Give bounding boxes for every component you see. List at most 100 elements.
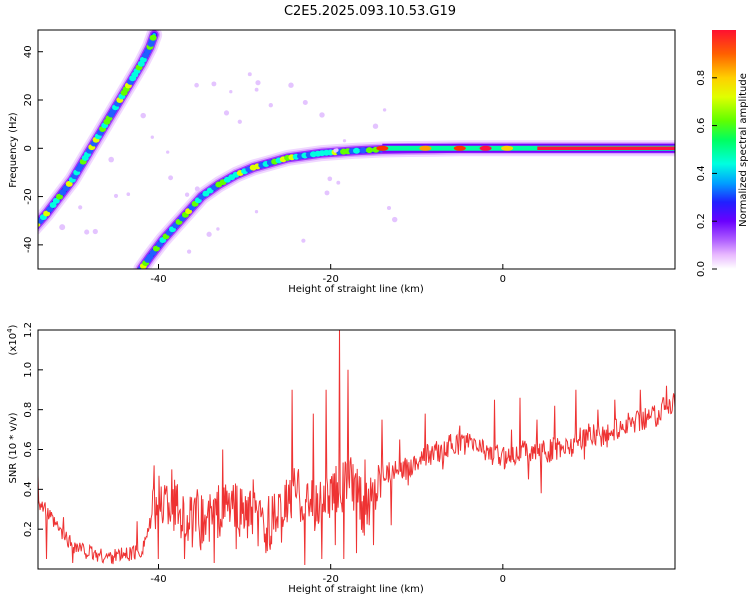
snr-y-tick-label: 1.2 (23, 322, 34, 338)
noise-speck (382, 108, 387, 112)
noise-speck (168, 175, 174, 181)
spectrogram-marks (30, 30, 675, 269)
track-steep-blob (46, 206, 54, 213)
colorbar-ticks: 0.0 0.2 0.4 0.6 0.8 (696, 70, 717, 277)
snr-multiplier: (x104) (6, 324, 19, 355)
track-curved-blob (353, 147, 360, 154)
noise-speck (108, 156, 114, 163)
snr-y-tick-label: 0.4 (23, 481, 34, 497)
spectrogram-x-tick-label: -40 (150, 274, 166, 285)
noise-speck (334, 148, 339, 152)
snr-panel: -40 -20 0 0.2 0.4 0.6 0.8 1.0 1.2 Height of str… (6, 322, 676, 595)
ridge-hotspot (453, 145, 466, 151)
colorbar-label: Normalized spectral amplitude (738, 73, 749, 227)
spectrogram-x-tick-label: -20 (323, 274, 339, 285)
noise-speck (150, 135, 154, 139)
colorbar-tick-label: 0.8 (696, 70, 707, 86)
snr-marks (38, 330, 675, 566)
noise-speck (254, 210, 259, 214)
noise-speck (336, 180, 341, 185)
noise-speck (211, 81, 217, 87)
spectrogram-y-tick-label: 40 (23, 45, 34, 58)
snr-x-label: Height of straight line (km) (288, 584, 424, 595)
spectrogram-y-label: Frequency (Hz) (8, 112, 19, 188)
track-curved-band-0 (133, 140, 675, 269)
noise-speck (223, 110, 230, 116)
noise-speck (288, 82, 294, 88)
noise-speck (255, 80, 261, 86)
noise-speck (194, 186, 200, 192)
noise-speck (342, 139, 347, 143)
track-curved-band-1 (135, 142, 675, 269)
spectrogram-x-label: Height of straight line (km) (288, 284, 424, 295)
noise-speck (386, 205, 392, 211)
noise-speck (92, 228, 98, 235)
snr-multiplier-base: (x10 (8, 333, 19, 356)
spectrogram-y-tick-label: -20 (23, 188, 34, 204)
noise-speck (206, 231, 212, 237)
snr-x-tick-label: -20 (323, 574, 339, 585)
noise-speck (166, 150, 170, 154)
noise-speck (229, 90, 233, 94)
ridge-hotspot (419, 145, 432, 151)
colorbar: 0.0 0.2 0.4 0.6 0.8 Normalized spectral ampl… (696, 30, 749, 277)
spectrogram-y-tick-label: 20 (23, 94, 34, 107)
colorbar-gradient (712, 30, 736, 269)
snr-x-ticks: -40 -20 0 (150, 564, 506, 585)
snr-x-tick-label: 0 (500, 574, 506, 585)
ridge-hotspot (479, 145, 492, 151)
spectrogram-y-ticks: -40 -20 0 20 40 (23, 45, 43, 253)
noise-speck (184, 192, 190, 197)
ridge-hotspot (376, 145, 389, 151)
noise-speck (254, 87, 259, 92)
noise-speck (216, 227, 220, 231)
spectrogram-x-ticks: -40 -20 0 (150, 264, 506, 285)
noise-speck (372, 123, 379, 129)
spectrogram-frame (37, 29, 676, 270)
track-steep-blob (30, 225, 37, 231)
noise-speck (268, 103, 273, 108)
track-curved-band-4 (139, 146, 675, 269)
spectrogram-y-tick-label: -40 (23, 237, 34, 253)
snr-y-tick-label: 0.2 (23, 521, 34, 537)
colorbar-tick-label: 0.6 (696, 118, 707, 134)
noise-speck (247, 72, 252, 77)
noise-speck (327, 176, 333, 182)
ridge-hotspot (501, 145, 514, 151)
snr-y-ticks: 0.2 0.4 0.6 0.8 1.0 1.2 (23, 322, 43, 537)
track-curved-blob (156, 241, 164, 248)
track-curved-blob (359, 147, 367, 154)
noise-speck (319, 112, 325, 118)
noise-speck (302, 99, 308, 106)
colorbar-tick-label: 0.4 (696, 165, 707, 181)
snr-y-tick-label: 0.6 (23, 442, 34, 458)
spectrogram-panel: -40 -20 0 -40 -20 0 20 40 Height of straight l… (8, 29, 676, 295)
snr-series-line (38, 330, 675, 566)
colorbar-tick-label: 0.0 (696, 261, 707, 277)
track-curved-band-5 (140, 147, 675, 269)
noise-speck (59, 224, 66, 231)
noise-speck (301, 238, 306, 243)
spectrogram-y-tick-label: 0 (23, 145, 34, 151)
snr-multiplier-exp: 4 (6, 328, 14, 333)
snr-y-tick-label: 0.8 (23, 402, 34, 418)
track-curved-blob (149, 249, 157, 256)
noise-speck (126, 192, 131, 197)
snr-x-tick-label: -40 (150, 574, 166, 585)
noise-speck (237, 119, 242, 124)
snr-y-tick-label: 1.0 (23, 362, 34, 378)
noise-speck (391, 216, 398, 223)
noise-speck (78, 205, 83, 210)
track-steep-blob (59, 189, 67, 196)
noise-speck (186, 249, 192, 254)
noise-speck (84, 229, 90, 235)
noise-speck (324, 190, 330, 196)
spectrogram-x-tick-label: 0 (500, 274, 506, 285)
track-curved-blob (365, 147, 373, 154)
noise-speck (113, 193, 119, 198)
chart-title: C2E5.2025.093.10.53.G19 (284, 4, 456, 19)
track-curved-band-2 (136, 143, 675, 269)
snr-multiplier-close: ) (8, 324, 19, 328)
track-curved-band-3 (138, 145, 675, 269)
